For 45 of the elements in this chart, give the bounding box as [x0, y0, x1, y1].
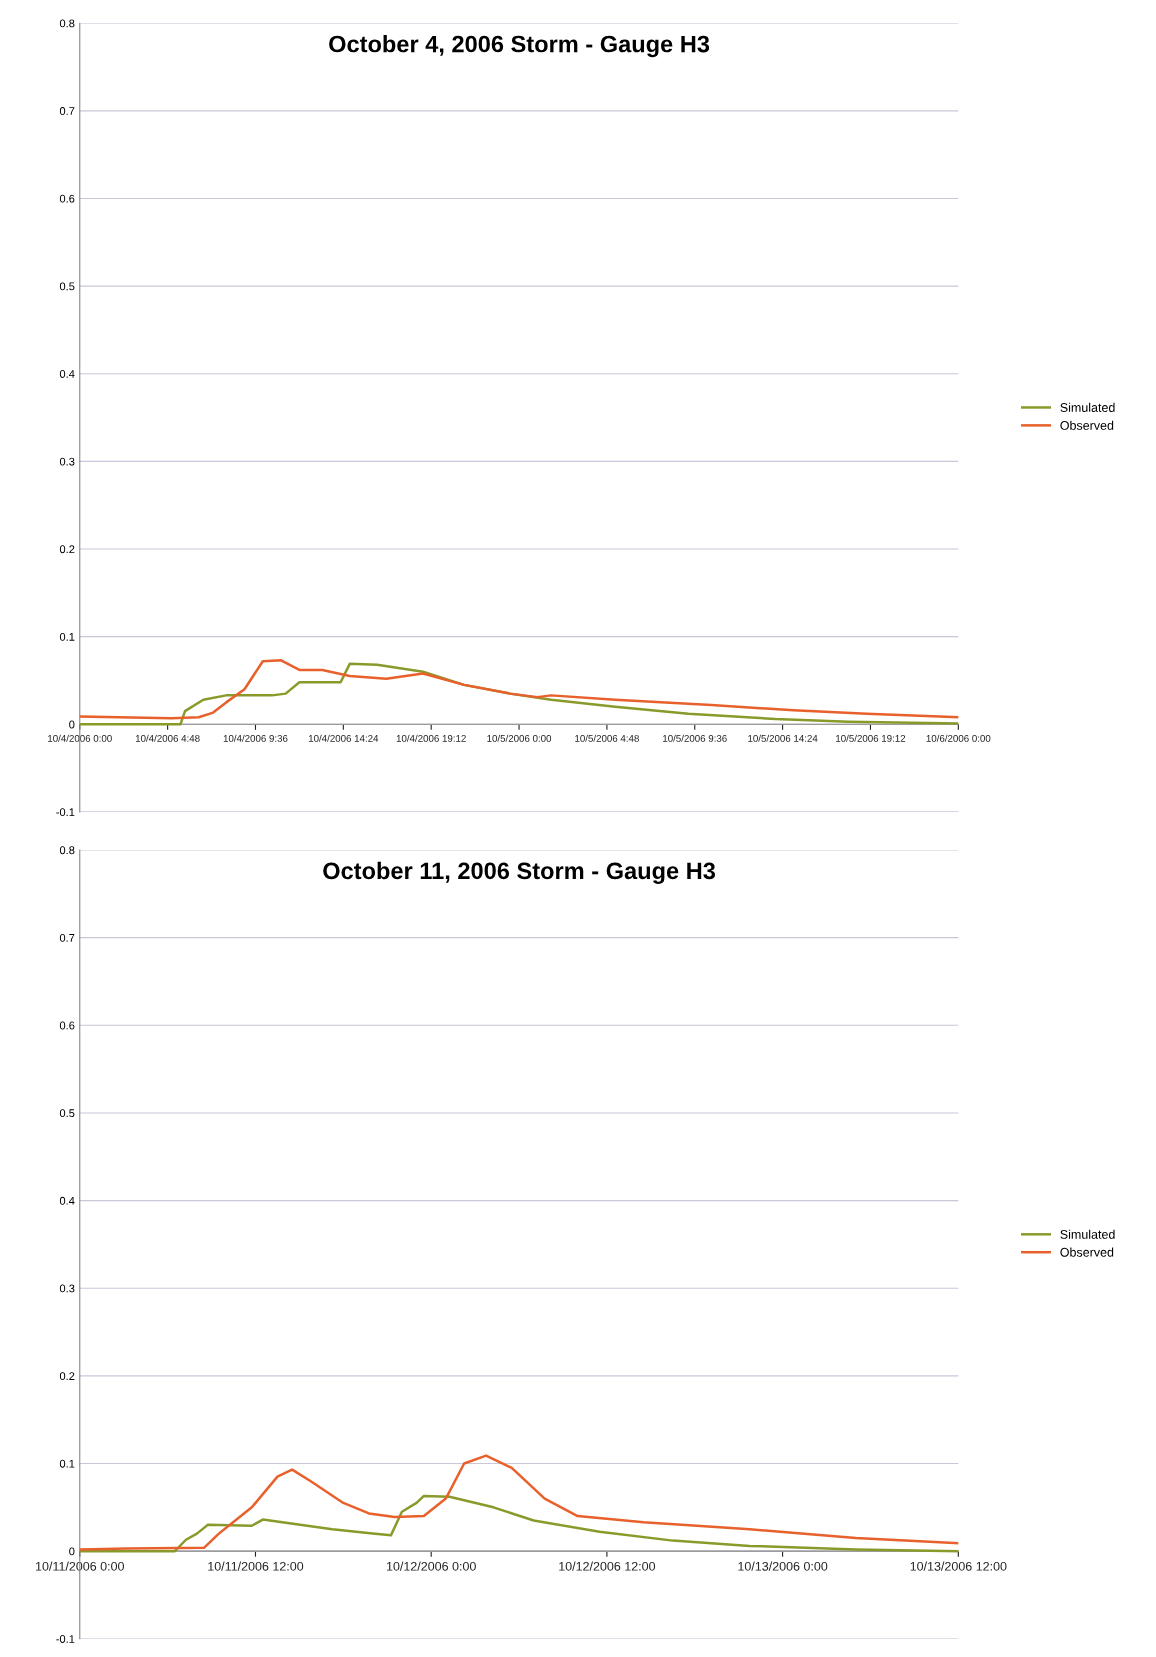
x-tick-label: 10/11/2006 12:00	[208, 1561, 304, 1571]
y-tick-label: 0.1	[59, 632, 75, 641]
y-tick-label: 0.3	[59, 457, 75, 466]
y-tick-label: 0.8	[59, 846, 75, 855]
legend-label: Observed	[1060, 1247, 1114, 1257]
y-tick-label: 0	[69, 720, 75, 729]
line-series	[79, 1454, 959, 1551]
x-tick-label: 10/5/2006 9:36	[663, 734, 727, 742]
legend-label: Observed	[1060, 420, 1114, 430]
y-tick-label: 0.5	[59, 1109, 75, 1118]
y-tick-label: 0.6	[59, 1021, 75, 1030]
y-tick-label: -0.1	[56, 1635, 75, 1643]
x-tick-label: 10/4/2006 9:36	[223, 734, 288, 742]
x-tick-label: 10/4/2006 19:12	[396, 734, 466, 742]
x-tick-label: 10/13/2006 12:00	[910, 1561, 1007, 1571]
chart-title: October 4, 2006 Storm - Gauge H3	[329, 35, 710, 58]
x-tick-label: 10/5/2006 4:48	[575, 734, 639, 742]
y-tick-label: 0.1	[59, 1459, 75, 1468]
y-tick-label: 0.5	[59, 282, 75, 291]
legend-label: Simulated	[1060, 402, 1115, 412]
y-tick-label: 0.7	[59, 933, 75, 942]
y-tick-label: 0.4	[59, 370, 75, 378]
x-tick-label: 10/12/2006 12:00	[559, 1561, 656, 1571]
y-tick-label: 0.8	[59, 19, 75, 28]
y-tick-label: 0	[69, 1547, 75, 1556]
y-tick-label: 0.4	[59, 1196, 75, 1205]
y-tick-label: 0.7	[59, 107, 75, 115]
y-tick-label: 0.6	[59, 194, 75, 203]
x-tick-label: 10/4/2006 0:00	[48, 734, 112, 742]
y-tick-label: -0.1	[56, 808, 75, 817]
x-tick-label: 10/12/2006 0:00	[386, 1561, 476, 1571]
x-tick-label: 10/4/2006 4:48	[135, 734, 200, 742]
y-tick-label: 0.3	[59, 1284, 75, 1293]
x-tick-label: 10/5/2006 19:12	[836, 734, 906, 742]
y-tick-label: 0.2	[59, 545, 75, 554]
legend-label: Simulated	[1060, 1229, 1115, 1239]
x-tick-label: 10/5/2006 14:24	[748, 734, 818, 742]
line-series	[79, 1494, 959, 1553]
y-tick-label: 0.2	[59, 1372, 75, 1380]
x-tick-label: 10/5/2006 0:00	[487, 734, 552, 742]
x-tick-label: 10/13/2006 0:00	[738, 1561, 828, 1571]
x-tick-label: 10/4/2006 14:24	[308, 734, 379, 742]
x-tick-label: 10/6/2006 0:00	[926, 734, 991, 742]
x-tick-label: 10/11/2006 0:00	[36, 1561, 124, 1571]
chart-title: October 11, 2006 Storm - Gauge H3	[323, 861, 716, 884]
